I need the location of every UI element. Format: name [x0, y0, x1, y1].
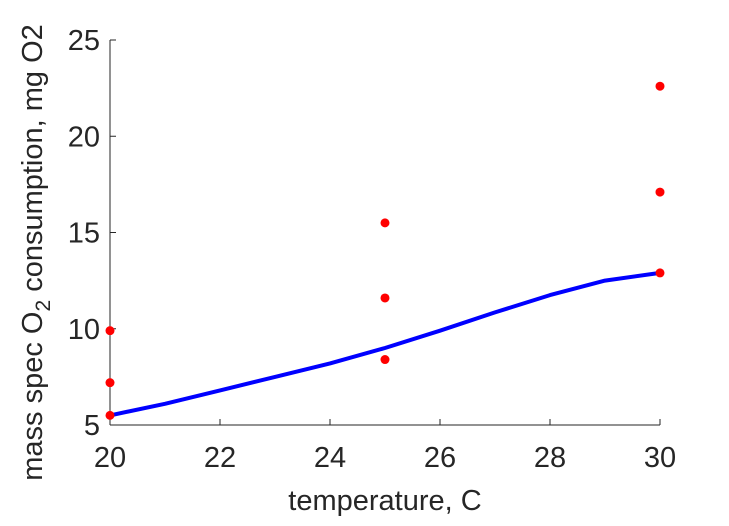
data-points-layer	[105, 81, 665, 420]
data-point	[655, 268, 665, 278]
x-axis-label: temperature, C	[288, 485, 481, 517]
data-point	[380, 218, 390, 228]
y-tick-label: 10	[68, 314, 100, 346]
fit-curve	[109, 270, 661, 418]
ticks: 20 22 24 26 28 30 5 10 15 20 25	[68, 25, 676, 474]
y-axis-label-subscript: 2	[32, 300, 55, 312]
x-tick-label: 30	[644, 442, 676, 474]
x-tick-label: 20	[94, 442, 126, 474]
y-axis-label-prefix: mass spec O	[17, 312, 49, 481]
data-point	[105, 326, 115, 336]
data-point	[655, 81, 665, 91]
fit-curve-layer	[109, 270, 661, 418]
y-tick-label: 20	[68, 121, 100, 153]
y-tick-label: 25	[68, 25, 100, 57]
y-tick-label: 15	[68, 218, 100, 250]
data-point	[105, 378, 115, 388]
data-point	[380, 355, 390, 365]
data-point	[655, 187, 665, 197]
x-tick-label: 22	[204, 442, 236, 474]
y-axis-label-suffix: consumption, mg O2	[17, 24, 49, 300]
data-point	[380, 293, 390, 303]
y-tick-label: 5	[84, 410, 100, 442]
x-tick-label: 26	[424, 442, 456, 474]
x-tick-label: 24	[314, 442, 346, 474]
data-point	[105, 410, 115, 420]
axes	[109, 40, 660, 426]
x-tick-label: 28	[534, 442, 566, 474]
y-axis-label: mass spec O2 consumption, mg O2	[17, 24, 55, 481]
